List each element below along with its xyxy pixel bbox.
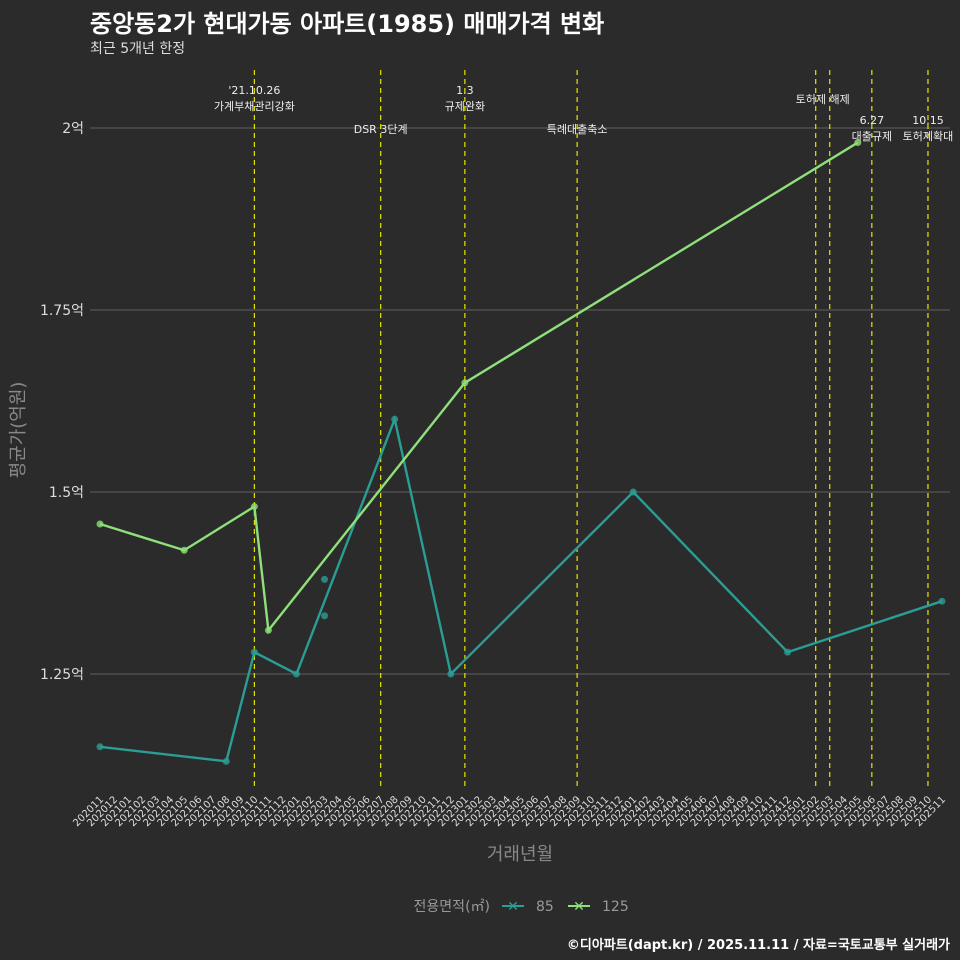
data-point	[938, 597, 946, 605]
chart-subtitle: 최근 5개년 한정	[90, 41, 186, 57]
data-point	[391, 415, 399, 423]
chart-title: 중앙동2가 현대가동 아파트(1985) 매매가격 변화	[90, 10, 605, 38]
event-label: 가계부채관리강화	[214, 100, 295, 113]
data-point	[250, 648, 258, 656]
data-point	[96, 743, 104, 751]
data-point	[180, 546, 188, 554]
event-label: DSR 3단계	[354, 123, 408, 136]
x-axis-label: 거래년월	[487, 844, 553, 865]
data-point	[629, 488, 637, 496]
data-point	[222, 757, 230, 765]
y-axis-label: 평균가(억원)	[8, 382, 29, 479]
event-label: 대출규제	[852, 130, 892, 143]
data-point	[461, 379, 469, 387]
y-tick-label: 1.5억	[49, 485, 84, 501]
data-point	[321, 612, 329, 620]
event-label: 토허제확대	[903, 130, 954, 143]
event-label: '21.10.26	[228, 84, 280, 97]
data-point	[854, 139, 862, 147]
legend-label: 85	[536, 899, 554, 915]
legend-key-icon: ✕	[573, 899, 585, 915]
legend-title: 전용면적(㎡)	[414, 899, 490, 915]
data-point	[292, 670, 300, 678]
event-label: 토허제 해제	[796, 92, 850, 106]
y-tick-label: 2억	[62, 121, 84, 137]
y-tick-label: 1.75억	[40, 303, 84, 319]
event-label: 특례대출축소	[547, 123, 608, 136]
data-point	[250, 503, 258, 511]
data-point	[96, 520, 104, 528]
event-label: 6.27	[860, 114, 885, 127]
event-label: 10.15	[912, 114, 944, 127]
legend-key-icon: ✕	[507, 899, 519, 915]
data-point	[264, 626, 272, 634]
data-point	[784, 648, 792, 656]
data-point	[447, 670, 455, 678]
legend-label: 125	[602, 899, 629, 915]
credit: ©디아파트(dapt.kr) / 2025.11.11 / 자료=국토교통부 실…	[566, 938, 950, 953]
series-line-125	[99, 141, 859, 634]
y-tick-label: 1.25억	[40, 667, 84, 683]
data-point	[321, 575, 329, 583]
event-label: 규제완화	[445, 100, 485, 113]
event-label: 1.3	[456, 84, 474, 97]
